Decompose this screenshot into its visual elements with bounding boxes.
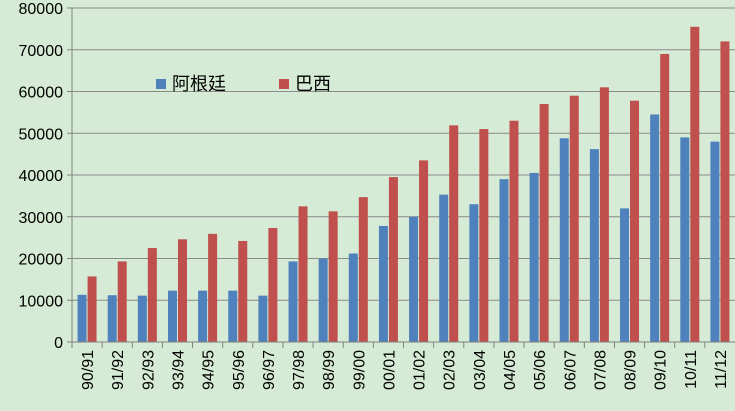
x-tick-label: 09/10 — [653, 350, 670, 390]
x-tick-label: 02/03 — [442, 350, 459, 390]
bar-series1-02-03 — [439, 194, 449, 342]
y-tick-label: 60000 — [19, 85, 64, 102]
bar-series2-07-08 — [599, 87, 609, 342]
x-tick-label: 97/98 — [291, 350, 308, 390]
bar-series2-09-10 — [660, 53, 670, 343]
bar-series2-01-02 — [419, 160, 429, 342]
bar-series2-96-97 — [268, 228, 278, 342]
bar-series1-11-12 — [710, 141, 720, 342]
x-tick-label: 95/96 — [231, 350, 248, 390]
x-tick-label: 11/12 — [713, 350, 730, 389]
x-tick-label: 04/05 — [502, 350, 519, 390]
bar-series2-98-99 — [328, 211, 338, 342]
legend-label: 巴西 — [295, 74, 331, 95]
bar-series2-00-01 — [388, 177, 398, 342]
x-tick-label: 92/93 — [140, 350, 157, 390]
bar-series1-90-91 — [77, 294, 87, 342]
bar-series2-90-91 — [87, 276, 97, 342]
y-tick-label: 20000 — [19, 252, 64, 269]
bar-series2-99-00 — [358, 197, 368, 342]
bar-series1-06-07 — [559, 138, 569, 342]
bar-series1-07-08 — [589, 149, 599, 342]
y-tick-label: 10000 — [19, 293, 64, 310]
bar-series2-06-07 — [569, 95, 579, 342]
bar-series1-91-92 — [107, 295, 117, 342]
x-tick-label: 08/09 — [623, 350, 640, 390]
bar-series2-05-06 — [539, 104, 549, 343]
bar-series2-04-05 — [509, 120, 519, 342]
x-tick-label: 06/07 — [562, 350, 579, 390]
bar-series1-10-11 — [680, 137, 690, 342]
y-tick-label: 30000 — [19, 210, 64, 227]
bar-series1-04-05 — [499, 179, 509, 342]
y-tick-label: 0 — [54, 335, 63, 352]
bar-series2-97-98 — [298, 206, 308, 342]
bar-series2-10-11 — [690, 26, 700, 342]
legend-label: 阿根廷 — [172, 74, 226, 95]
x-tick-label: 94/95 — [201, 350, 218, 390]
bar-series1-00-01 — [378, 225, 388, 342]
bar-series1-05-06 — [529, 172, 539, 342]
bar-series2-03-04 — [479, 129, 489, 342]
bar-series1-95-96 — [228, 290, 238, 342]
x-tick-label: 91/92 — [110, 350, 127, 390]
x-tick-label: 98/99 — [321, 350, 338, 390]
x-tick-label: 01/02 — [412, 350, 429, 390]
bar-series1-97-98 — [288, 261, 298, 342]
bar-series2-11-12 — [720, 41, 730, 343]
y-axis-ticks: 0 10000 20000 30000 40000 50000 60000 70000 8000… — [19, 1, 72, 352]
bar-series1-01-02 — [409, 216, 419, 342]
bar-series1-09-10 — [650, 114, 660, 343]
x-tick-label: 90/91 — [80, 350, 97, 390]
legend-swatch — [279, 79, 289, 89]
x-tick-label: 05/06 — [532, 350, 549, 390]
bar-series1-98-99 — [318, 258, 328, 342]
y-tick-label: 40000 — [19, 168, 64, 185]
bar-series2-93-94 — [177, 239, 187, 342]
bar-series1-93-94 — [167, 290, 177, 342]
y-tick-label: 50000 — [19, 126, 64, 143]
bar-series1-03-04 — [469, 204, 479, 342]
bar-series2-91-92 — [117, 261, 127, 342]
bar-series1-96-97 — [258, 295, 268, 342]
legend: 阿根廷 巴西 — [156, 74, 331, 95]
x-tick-label: 93/94 — [170, 350, 187, 390]
bar-series1-99-00 — [348, 253, 358, 342]
bar-series1-08-09 — [620, 208, 630, 342]
x-tick-label: 03/04 — [472, 350, 489, 390]
x-tick-label: 00/01 — [381, 350, 398, 390]
x-axis-ticks: 90/91 91/92 92/93 93/94 94/95 95/96 96/97 97/98… — [71, 342, 730, 390]
y-tick-label: 70000 — [19, 43, 64, 60]
x-tick-label: 07/08 — [592, 350, 609, 390]
x-tick-label: 99/00 — [351, 350, 368, 390]
bar-series2-92-93 — [147, 248, 157, 342]
y-tick-label: 80000 — [19, 1, 64, 18]
bar-series2-95-96 — [238, 240, 248, 342]
bar-series2-02-03 — [449, 125, 459, 342]
bar-series1-92-93 — [137, 295, 147, 342]
x-tick-label: 96/97 — [261, 350, 278, 390]
bar-series2-08-09 — [630, 100, 640, 342]
bar-series1-94-95 — [198, 290, 208, 342]
legend-swatch — [156, 79, 166, 89]
x-tick-label: 10/11 — [683, 350, 700, 389]
bar-series2-94-95 — [208, 233, 218, 342]
bars — [77, 26, 730, 343]
